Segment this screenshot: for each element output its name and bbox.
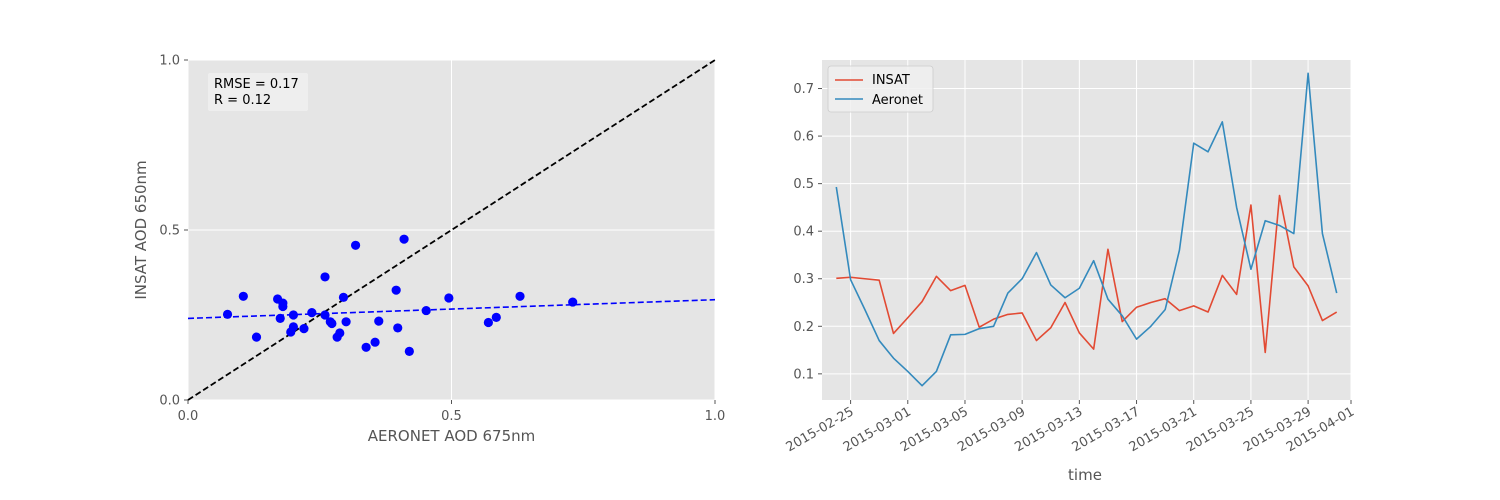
scatter-point: [278, 301, 288, 312]
scatter-x-tick-label: 0.5: [441, 409, 462, 424]
scatter-point: [335, 328, 345, 338]
series-line-insat: [836, 194, 1338, 354]
identity-line: [187, 59, 716, 401]
timeseries-y-tick-label: 0.7: [793, 82, 814, 97]
scatter-ticks: 0.0 0.5 1.0 0.0 0.5 1.0: [159, 54, 725, 425]
scatter-point: [341, 317, 351, 327]
scatter-point: [391, 285, 401, 295]
scatter-point: [421, 305, 431, 316]
scatter-point: [222, 309, 233, 319]
scatter-point: [288, 322, 298, 332]
scatter-reference-lines: [187, 59, 716, 401]
scatter-x-tick-label: 0.0: [178, 409, 199, 424]
scatter-point: [288, 310, 298, 320]
scatter-point: [404, 346, 414, 356]
scatter-point: [483, 317, 493, 328]
scatter-point: [393, 323, 403, 333]
timeseries-y-tick-label: 0.3: [793, 272, 814, 287]
rmse-label: RMSE = 0.17: [214, 77, 299, 92]
scatter-y-axis-title: INSAT AOD 650nm: [132, 160, 150, 299]
scatter-point: [370, 337, 380, 347]
scatter-x-tick-label: 1.0: [705, 409, 726, 424]
scatter-point: [275, 313, 285, 323]
scatter-point: [338, 292, 349, 302]
regression-line: [187, 298, 716, 320]
series-line-aeronet: [835, 72, 1338, 387]
scatter-y-tick-label: 0.5: [159, 224, 180, 239]
scatter-point: [327, 318, 337, 329]
timeseries-y-tick-label: 0.5: [793, 177, 814, 192]
scatter-point: [238, 291, 248, 301]
timeseries-series: [835, 72, 1338, 387]
timeseries-panel: 2015-02-252015-03-012015-03-052015-03-09…: [784, 60, 1357, 484]
legend: INSAT Aeronet: [827, 65, 934, 113]
scatter-point: [299, 324, 309, 334]
scatter-point: [350, 240, 361, 250]
scatter-panel: 0.0 0.5 1.00.00.51.0 RMSE = 0.17 R = 0.12 …: [132, 54, 725, 446]
stats-box: RMSE = 0.17 R = 0.12: [208, 73, 308, 111]
scatter-point: [568, 297, 578, 307]
r-label: R = 0.12: [214, 93, 271, 108]
timeseries-x-axis-title: time: [1068, 466, 1102, 484]
scatter-points: [222, 234, 578, 356]
scatter-point: [307, 308, 317, 318]
timeseries-y-tick-label: 0.1: [793, 367, 814, 382]
scatter-x-axis-title: AERONET AOD 675nm: [368, 427, 535, 445]
timeseries-y-tick-label: 0.2: [793, 320, 814, 335]
legend-label-aeronet: Aeronet: [872, 93, 923, 108]
scatter-point: [515, 291, 525, 301]
timeseries-y-tick-label: 0.6: [793, 130, 814, 145]
scatter-y-tick-label: 0.0: [159, 394, 180, 409]
timeseries-y-tick-label: 0.4: [793, 225, 814, 240]
legend-label-insat: INSAT: [872, 73, 910, 88]
scatter-point: [361, 342, 371, 352]
scatter-point: [374, 316, 384, 326]
scatter-point: [320, 272, 330, 282]
scatter-point: [444, 293, 454, 303]
scatter-point: [251, 332, 262, 342]
scatter-point: [320, 310, 330, 320]
scatter-point: [399, 234, 409, 244]
scatter-y-tick-label: 1.0: [159, 54, 180, 69]
scatter-point: [491, 312, 501, 322]
timeseries-grid: [822, 60, 1352, 400]
